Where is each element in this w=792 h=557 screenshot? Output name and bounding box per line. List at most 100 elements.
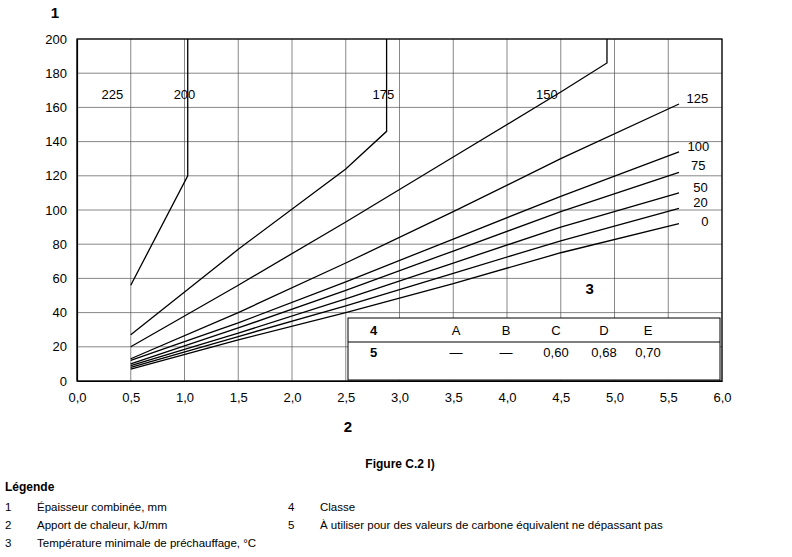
grid-line-y bbox=[77, 278, 722, 279]
preheat-curve bbox=[131, 172, 679, 364]
legend-block: Légende 1 Épaisseur combinée, mm 2 Apport de… bbox=[5, 480, 663, 549]
curve-label: 0 bbox=[701, 214, 708, 229]
table-cell: — bbox=[500, 345, 513, 360]
annotations: 22520017515012510075502003 bbox=[102, 87, 710, 297]
preheat-curve bbox=[131, 39, 387, 335]
table-cell: E bbox=[644, 323, 653, 338]
legend-key: 5 bbox=[288, 519, 294, 531]
table-separator bbox=[348, 342, 720, 343]
y-axis: 0 20 40 60 80 100 120 140 160 180 200 bbox=[45, 32, 77, 389]
x-tick: 3,0 bbox=[391, 381, 409, 405]
x-tick: 2,5 bbox=[337, 381, 355, 405]
legend-text: Température minimale de préchauffage, °C bbox=[37, 537, 256, 549]
figure-title: Figure C.2 l) bbox=[365, 457, 434, 471]
grid-line-y bbox=[77, 210, 722, 211]
x-tick-label: 0,5 bbox=[122, 390, 140, 405]
curve-label: 100 bbox=[687, 139, 709, 154]
curve-label: 125 bbox=[686, 91, 708, 106]
legend-text: Épaisseur combinée, mm bbox=[37, 501, 167, 513]
y-tick-label: 60 bbox=[53, 271, 67, 286]
y-tick-label: 120 bbox=[45, 168, 67, 183]
table-cell: 0,60 bbox=[543, 345, 568, 360]
x-tick: 5,0 bbox=[606, 381, 624, 405]
curve-label: 20 bbox=[693, 195, 707, 210]
curve-label: 150 bbox=[536, 87, 558, 102]
x-tick-label: 6,0 bbox=[713, 390, 731, 405]
y-tick: 20 bbox=[53, 339, 77, 354]
legend-key: 2 bbox=[5, 519, 11, 531]
x-tick-label: 3,5 bbox=[445, 390, 463, 405]
x-axis: 0,0 0,5 1,0 1,5 2,0 2,5 3,0 3,5 4,0 4,5 5,0 5,5 6,0 bbox=[68, 381, 731, 405]
y-tick: 200 bbox=[45, 32, 77, 47]
legend-key: 3 bbox=[5, 537, 11, 549]
y-tick: 180 bbox=[45, 66, 77, 81]
legend-key: 4 bbox=[288, 501, 295, 513]
x-tick: 5,5 bbox=[660, 381, 678, 405]
class-table: 4ABCDE5——0,600,680,70 bbox=[348, 318, 720, 380]
x-tick-label: 3,0 bbox=[391, 390, 409, 405]
grid-line-y bbox=[77, 312, 722, 313]
preheat-curve bbox=[131, 208, 679, 367]
preheat-curve bbox=[131, 193, 679, 366]
y-tick-label: 180 bbox=[45, 66, 67, 81]
table-cell: 0,70 bbox=[635, 345, 660, 360]
x-tick-label: 1,0 bbox=[176, 390, 194, 405]
x-tick: 1,5 bbox=[230, 381, 248, 405]
grid-line-y bbox=[77, 175, 722, 176]
grid bbox=[77, 39, 722, 381]
chart-root: 0,00,51,01,52,02,53,03,54,04,55,05,56,00… bbox=[0, 0, 792, 557]
x-tick-label: 5,0 bbox=[606, 390, 624, 405]
table-box bbox=[348, 318, 720, 380]
y-tick: 120 bbox=[45, 168, 77, 183]
curve-label: 3 bbox=[586, 280, 594, 297]
preheat-curve bbox=[131, 152, 679, 361]
y-tick: 0 bbox=[60, 374, 77, 389]
legend-text: À utiliser pour des valeurs de carbone é… bbox=[320, 519, 663, 531]
curve-label: 200 bbox=[174, 87, 196, 102]
curves bbox=[131, 39, 679, 369]
plot-frame bbox=[77, 39, 722, 381]
y-axis-title: 1 bbox=[51, 4, 59, 21]
x-tick-label: 2,5 bbox=[337, 390, 355, 405]
legend-title: Légende bbox=[5, 480, 55, 494]
y-tick: 140 bbox=[45, 134, 77, 149]
preheat-curve bbox=[131, 39, 607, 347]
y-tick: 40 bbox=[53, 305, 77, 320]
legend-key: 1 bbox=[5, 501, 11, 513]
y-tick-label: 100 bbox=[45, 203, 67, 218]
y-tick: 80 bbox=[53, 237, 77, 252]
x-tick-label: 2,0 bbox=[283, 390, 301, 405]
table-cell: A bbox=[452, 323, 461, 338]
table-cell: 5 bbox=[370, 345, 377, 360]
x-tick-label: 5,5 bbox=[660, 390, 678, 405]
x-tick: 1,0 bbox=[176, 381, 194, 405]
table-cell: 4 bbox=[370, 323, 378, 338]
grid-line-y bbox=[77, 141, 722, 142]
curve-label: 75 bbox=[691, 158, 705, 173]
y-tick-label: 40 bbox=[53, 305, 67, 320]
x-axis-title: 2 bbox=[344, 418, 352, 435]
table-cell: C bbox=[551, 323, 560, 338]
preheat-curve bbox=[131, 39, 188, 285]
x-tick-label: 0,0 bbox=[68, 390, 86, 405]
y-tick-label: 140 bbox=[45, 134, 67, 149]
y-tick-label: 160 bbox=[45, 100, 67, 115]
x-tick-label: 4,0 bbox=[498, 390, 516, 405]
preheat-curve bbox=[131, 224, 679, 369]
y-tick: 60 bbox=[53, 271, 77, 286]
curve-label: 50 bbox=[693, 180, 707, 195]
table-cell: — bbox=[450, 345, 463, 360]
y-tick: 100 bbox=[45, 203, 77, 218]
y-tick: 160 bbox=[45, 100, 77, 115]
legend-text: Apport de chaleur, kJ/mm bbox=[37, 519, 167, 531]
grid-line-y bbox=[77, 107, 722, 108]
y-tick-label: 0 bbox=[60, 374, 67, 389]
y-tick-label: 20 bbox=[53, 339, 67, 354]
x-tick-label: 4,5 bbox=[552, 390, 570, 405]
x-tick: 4,5 bbox=[552, 381, 570, 405]
x-tick: 2,0 bbox=[283, 381, 301, 405]
table-cell: 0,68 bbox=[591, 345, 616, 360]
x-tick: 4,0 bbox=[498, 381, 516, 405]
x-tick: 0,0 bbox=[68, 381, 86, 405]
curve-label: 175 bbox=[373, 87, 395, 102]
